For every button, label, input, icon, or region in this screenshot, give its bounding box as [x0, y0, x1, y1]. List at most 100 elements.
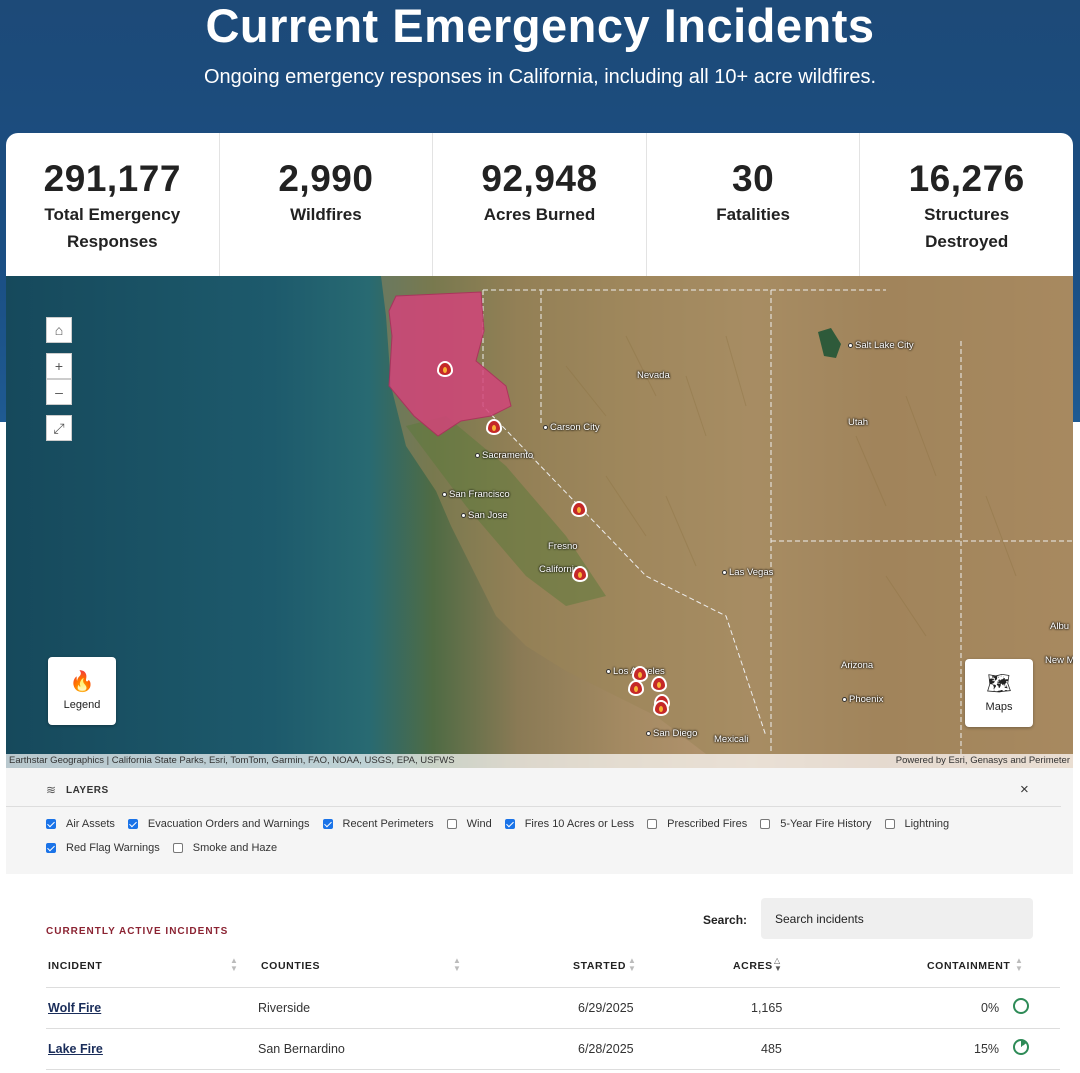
fullscreen-button[interactable]: ⤢: [46, 415, 72, 441]
table-row-divider: [46, 1069, 1060, 1070]
city-label: Salt Lake City: [848, 340, 914, 351]
checkbox[interactable]: [46, 843, 56, 853]
column-header-counties[interactable]: COUNTIES: [261, 960, 321, 972]
city-label: Albu: [1050, 621, 1070, 632]
stat-value: 16,276: [908, 158, 1025, 199]
stat-wildfires: 2,990 Wildfires: [220, 133, 434, 276]
checkbox[interactable]: [322, 819, 333, 829]
incident-acres: 1,165: [751, 1001, 783, 1015]
layer-recent-perimeters[interactable]: Recent Perimeters: [322, 818, 434, 830]
column-header-containment[interactable]: CONTAINMENT: [927, 960, 1011, 972]
city-label: San Francisco: [442, 489, 510, 500]
fire-marker[interactable]: [572, 566, 588, 582]
stat-fatalities: 30 Fatalities: [647, 133, 861, 276]
search-label: Search:: [703, 913, 748, 927]
fire-marker[interactable]: [571, 501, 587, 517]
layer-red-flag-warnings[interactable]: Red Flag Warnings: [46, 842, 160, 854]
layers-row-2: Red Flag Warnings Smoke and Haze: [46, 842, 290, 854]
central-valley: [406, 416, 606, 606]
city-label: Phoenix: [842, 694, 883, 705]
region-label: California: [539, 564, 580, 575]
home-icon: ⌂: [54, 322, 64, 338]
column-header-incident[interactable]: INCIDENT: [48, 960, 103, 972]
stat-label: Fatalities: [716, 205, 790, 224]
fire-marker[interactable]: [437, 361, 453, 377]
layer-prescribed-fires[interactable]: Prescribed Fires: [647, 818, 747, 830]
incident-containment: 0%: [981, 1001, 1000, 1015]
sort-icon[interactable]: ▲ ▼: [1015, 956, 1023, 973]
stat-label: Total Emergency Responses: [44, 205, 181, 251]
stat-value: 291,177: [43, 158, 181, 199]
stat-structures-destroyed: 16,276 Structures Destroyed: [860, 133, 1073, 276]
layer-evacuation-orders[interactable]: Evacuation Orders and Warnings: [127, 818, 310, 830]
city-label: Mexicali: [714, 734, 749, 745]
incident-county: Riverside: [258, 1001, 311, 1015]
state-borders: [482, 289, 1073, 754]
layer-smoke-haze[interactable]: Smoke and Haze: [172, 842, 277, 854]
incident-started: 6/28/2025: [578, 1042, 634, 1056]
maps-button[interactable]: 🗺 Maps: [965, 659, 1033, 727]
checkbox[interactable]: [172, 843, 183, 853]
stat-value: 92,948: [481, 158, 598, 199]
stats-panel: 291,177 Total Emergency Responses 2,990 …: [6, 133, 1073, 276]
sort-icon[interactable]: ▲ ▼: [453, 956, 461, 973]
incident-county: San Bernardino: [258, 1042, 345, 1056]
layers-icon: ≋: [46, 783, 57, 797]
fire-marker[interactable]: [651, 676, 667, 692]
incident-link[interactable]: Lake Fire: [48, 1042, 103, 1056]
incidents-section: CURRENTLY ACTIVE INCIDENTS Search: INCID…: [6, 874, 1073, 1073]
incident-containment: 15%: [974, 1042, 1000, 1056]
checkbox[interactable]: [46, 819, 56, 829]
checkbox[interactable]: [446, 819, 457, 829]
layer-wind[interactable]: Wind: [446, 818, 492, 830]
city-label: Sacramento: [475, 450, 533, 461]
zoom-out-button[interactable]: –: [46, 379, 72, 405]
legend-button[interactable]: 🔥 Legend: [48, 657, 116, 725]
checkbox[interactable]: [884, 819, 895, 829]
fire-marker[interactable]: [628, 680, 644, 696]
layer-fire-history[interactable]: 5-Year Fire History: [760, 818, 872, 830]
region-label: New Me: [1045, 655, 1073, 666]
city-label: San Jose: [461, 510, 508, 521]
close-icon[interactable]: ×: [1020, 781, 1029, 798]
page-title: Current Emergency Incidents: [205, 0, 875, 52]
stat-label: Acres Burned: [483, 205, 596, 224]
stat-total-responses: 291,177 Total Emergency Responses: [6, 133, 220, 276]
column-header-started[interactable]: STARTED: [573, 960, 627, 972]
search-input[interactable]: [761, 898, 1033, 939]
checkbox[interactable]: [647, 819, 658, 829]
stat-label: Structures Destroyed: [924, 205, 1010, 251]
section-title: CURRENTLY ACTIVE INCIDENTS: [46, 926, 229, 937]
city-label: Carson City: [543, 422, 600, 433]
incident-started: 6/29/2025: [578, 1001, 634, 1015]
sort-icon[interactable]: ▲ ▼: [628, 956, 636, 973]
city-label: Fresno: [548, 541, 578, 552]
layer-lightning[interactable]: Lightning: [884, 818, 949, 830]
stat-acres-burned: 92,948 Acres Burned: [433, 133, 647, 276]
legend-label: Legend: [63, 699, 101, 711]
region-label: Arizona: [841, 660, 874, 671]
checkbox[interactable]: [760, 819, 771, 829]
incident-map[interactable]: ⌂ + – ⤢ 🔥 Legend 🗺 Maps Salt Lake City N…: [6, 276, 1073, 768]
stat-value: 2,990: [278, 158, 374, 199]
layers-title: LAYERS: [66, 785, 109, 796]
salt-lake: [818, 328, 841, 358]
sort-icon[interactable]: ▲ ▼: [230, 956, 238, 973]
fire-icon: 🔥: [69, 671, 95, 693]
layer-fires-10-acres[interactable]: Fires 10 Acres or Less: [504, 818, 634, 830]
fire-marker[interactable]: [486, 419, 502, 435]
zoom-in-button[interactable]: +: [46, 353, 72, 379]
sort-desc-icon[interactable]: △ ▼: [774, 956, 782, 973]
incident-link[interactable]: Wolf Fire: [48, 1001, 102, 1015]
home-button[interactable]: ⌂: [46, 317, 72, 343]
table-row-divider: [46, 1028, 1060, 1029]
checkbox[interactable]: [504, 819, 515, 829]
column-header-acres[interactable]: ACRES: [733, 960, 773, 972]
maps-label: Maps: [985, 701, 1013, 713]
fire-marker[interactable]: [653, 700, 669, 716]
layers-row-1: Air Assets Evacuation Orders and Warning…: [46, 818, 962, 830]
region-label: Nevada: [637, 370, 670, 381]
map-terrain: [381, 276, 1073, 754]
checkbox[interactable]: [127, 819, 138, 829]
layer-air-assets[interactable]: Air Assets: [46, 818, 115, 830]
